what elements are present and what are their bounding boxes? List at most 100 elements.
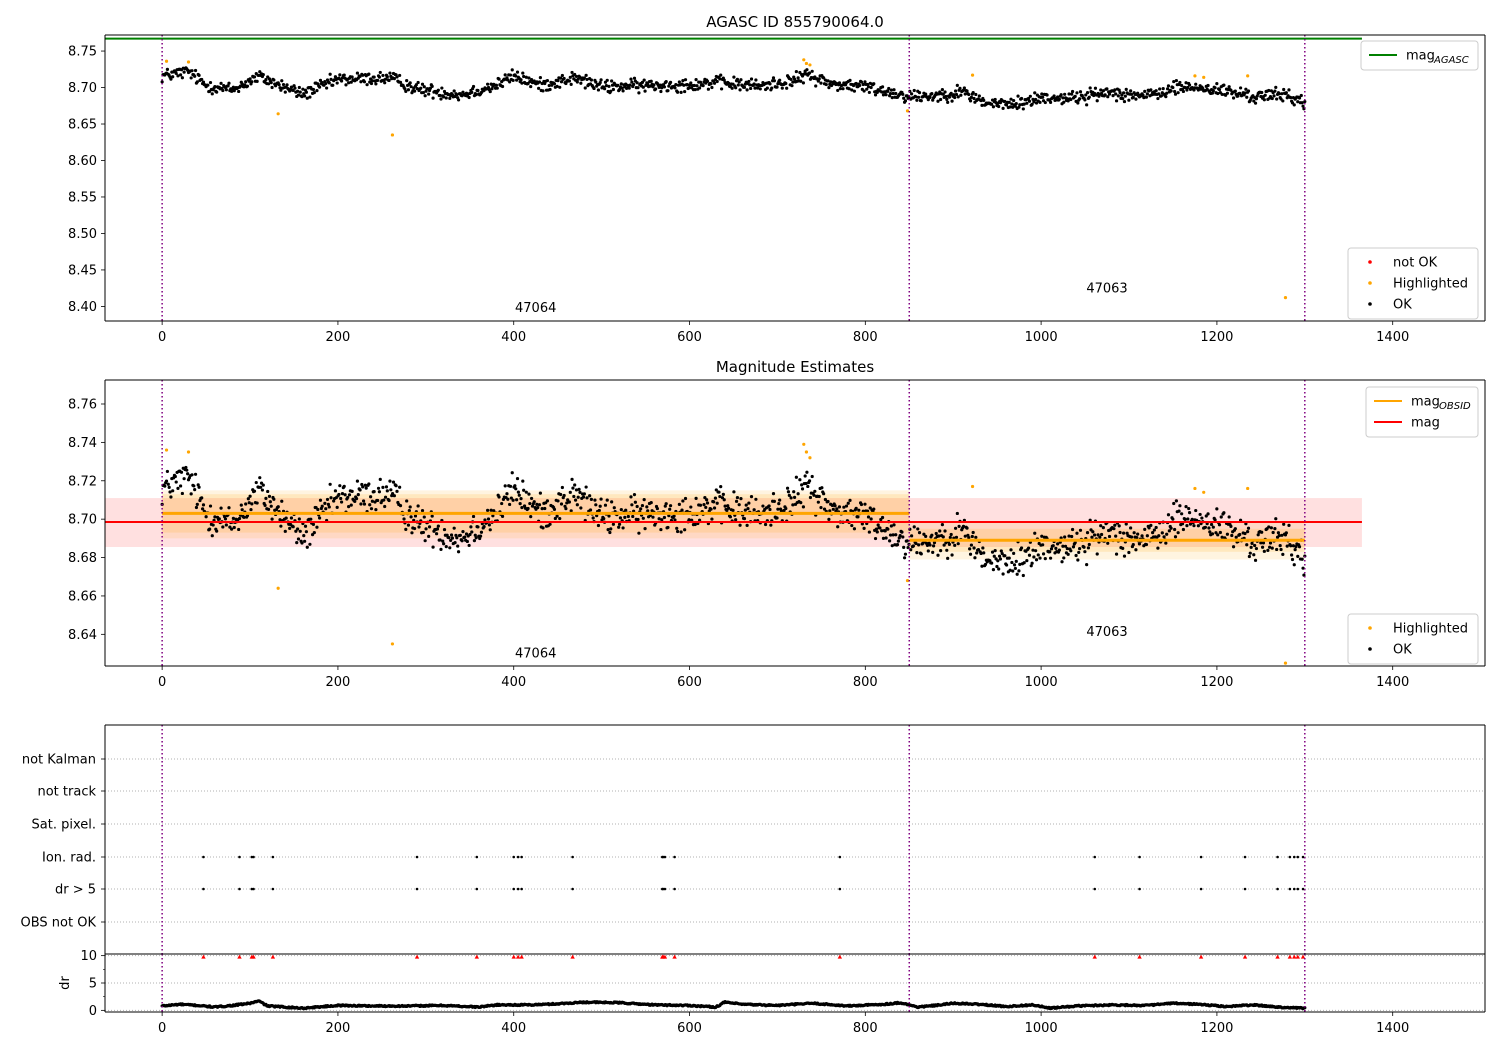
ok-point (786, 490, 791, 494)
ok-point (1123, 94, 1127, 98)
ok-point (1036, 553, 1040, 557)
y-tick-label: 8.74 (68, 436, 97, 451)
ok-point (1207, 526, 1211, 530)
ok-point (1085, 91, 1090, 95)
ok-point (973, 556, 977, 560)
ok-point (713, 496, 718, 500)
ok-point (283, 529, 287, 533)
ok-point (668, 507, 672, 511)
ok-point (543, 506, 547, 511)
ok-point (953, 543, 957, 547)
ok-point (642, 78, 646, 82)
ok-point (1007, 100, 1011, 104)
flag-marker (1093, 855, 1097, 859)
ok-point (827, 86, 831, 90)
ok-point (1217, 523, 1222, 527)
ok-point (1272, 94, 1276, 98)
ok-point (1185, 88, 1189, 92)
ok-point (500, 501, 504, 506)
ok-point (1132, 531, 1136, 535)
ok-point (441, 539, 445, 543)
y-tick-label: 8.66 (68, 589, 97, 604)
highlighted-point (802, 442, 806, 446)
ok-point (372, 490, 376, 494)
ok-point (1201, 86, 1205, 91)
ok-point (844, 504, 849, 508)
ok-point (835, 507, 839, 511)
ok-point (1017, 105, 1021, 109)
x-tick-label: 400 (501, 330, 526, 345)
ok-point (395, 489, 399, 493)
ok-point (1007, 556, 1011, 560)
ok-point (1156, 546, 1160, 550)
ok-point (398, 503, 403, 508)
ok-point (666, 525, 670, 530)
dr-clipped-marker (519, 954, 524, 959)
ok-point (486, 517, 491, 521)
ok-point (892, 88, 896, 92)
ok-point (767, 504, 771, 508)
ok-point (349, 503, 353, 507)
legend-dot-swatch (1368, 281, 1372, 285)
ok-point (673, 518, 677, 522)
ok-point (374, 508, 378, 512)
ok-point (610, 79, 614, 83)
ok-point (1041, 95, 1045, 99)
ok-point (1136, 91, 1140, 95)
ok-point (1266, 548, 1270, 552)
ok-point (736, 83, 740, 87)
ok-point (1277, 92, 1281, 96)
ok-point (497, 495, 501, 499)
ok-point (914, 541, 918, 546)
legend-label: OK (1393, 643, 1412, 658)
highlighted-point (164, 59, 169, 63)
ok-point (510, 471, 514, 475)
ok-point (403, 87, 407, 91)
ok-point (342, 484, 346, 488)
ok-point (609, 89, 613, 93)
ok-point (438, 93, 442, 98)
ok-point (1233, 527, 1237, 531)
ok-point (582, 76, 586, 80)
flag-marker (475, 887, 479, 891)
ok-point (1171, 517, 1175, 521)
ok-point (1124, 87, 1128, 91)
ok-point (471, 84, 476, 89)
ok-point (889, 524, 893, 528)
ok-point (749, 77, 754, 81)
ok-point (367, 482, 371, 486)
ok-point (950, 553, 954, 557)
ok-point (455, 93, 459, 97)
ok-point (560, 73, 564, 78)
ok-point (1260, 530, 1264, 534)
ok-point (221, 525, 225, 529)
ok-point (488, 528, 492, 532)
y-tick-label: 8.76 (68, 397, 97, 412)
ok-point (801, 81, 806, 85)
ok-point (928, 95, 932, 99)
ok-point (1033, 531, 1037, 535)
ok-point (1043, 100, 1047, 105)
ok-point (910, 92, 914, 96)
ok-point (405, 499, 409, 503)
ok-point (662, 515, 667, 520)
ok-point (1186, 517, 1190, 521)
ok-point (1038, 556, 1042, 560)
ok-point (777, 502, 781, 506)
ok-point (1121, 97, 1125, 101)
ok-point (1114, 99, 1119, 103)
ok-point (500, 514, 505, 518)
ok-point (884, 536, 888, 540)
ok-point (643, 527, 647, 531)
y-tick-label: 8.64 (68, 628, 97, 643)
ok-point (423, 94, 427, 98)
ok-point (664, 80, 668, 84)
ok-point (467, 543, 471, 548)
ok-point (930, 92, 934, 96)
ok-point (902, 556, 907, 560)
ok-point (1114, 552, 1119, 556)
dr-clipped-marker (511, 954, 516, 959)
ok-point (982, 98, 986, 102)
ok-point (269, 504, 273, 508)
ok-point (541, 89, 545, 93)
